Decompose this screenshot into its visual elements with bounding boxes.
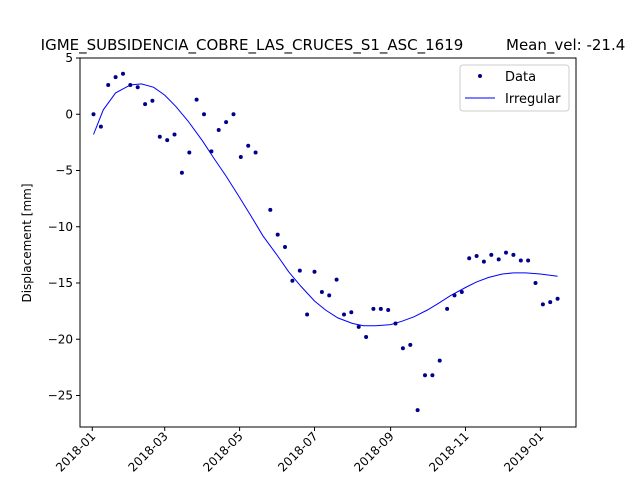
legend-box <box>459 64 570 112</box>
data-point <box>275 232 280 237</box>
data-point <box>297 268 302 273</box>
data-point <box>91 112 96 117</box>
data-point <box>128 83 133 87</box>
data-point <box>504 250 508 255</box>
chart-title: IGME_SUBSIDENCIA_COBRE_LAS_CRUCES_S1_ASC… <box>41 36 464 55</box>
data-point <box>172 132 177 137</box>
data-point <box>327 293 332 298</box>
data-point <box>143 102 148 107</box>
legend-data-marker <box>478 74 482 78</box>
data-point <box>400 346 405 351</box>
data-point <box>202 112 206 117</box>
data-point <box>209 149 214 154</box>
y-axis-ticks: 5 0 −5 −10 −15 −20 −25 <box>48 51 80 403</box>
y-tick-label: −25 <box>48 389 73 403</box>
data-point <box>555 296 560 301</box>
data-point <box>305 312 310 317</box>
y-tick-label: −5 <box>55 164 73 178</box>
data-point <box>231 112 236 117</box>
data-point <box>533 281 538 285</box>
data-point <box>194 97 199 102</box>
legend: Data Irregular <box>459 64 570 112</box>
data-point <box>518 258 523 263</box>
data-point <box>511 252 516 257</box>
data-point <box>283 245 287 249</box>
data-point <box>526 258 531 263</box>
data-point <box>378 306 383 311</box>
data-point <box>467 256 472 261</box>
data-point <box>121 71 125 76</box>
irregular-series-line <box>93 83 558 327</box>
y-tick-label: 0 <box>65 107 73 121</box>
data-point <box>238 155 243 159</box>
data-point <box>157 134 162 139</box>
data-point <box>415 408 420 413</box>
data-point <box>437 358 442 363</box>
data-point <box>150 98 155 103</box>
data-point <box>187 150 192 155</box>
data-point <box>98 124 103 129</box>
data-point <box>312 269 317 274</box>
data-point <box>268 207 273 212</box>
legend-label-data: Data <box>505 70 536 85</box>
data-point <box>319 290 324 294</box>
data-point <box>371 306 376 311</box>
legend-label-irregular: Irregular <box>505 92 561 107</box>
data-point <box>408 342 413 347</box>
data-point <box>334 277 339 282</box>
y-tick-label: −15 <box>48 276 73 290</box>
data-point <box>179 170 184 175</box>
plot-area <box>91 71 560 413</box>
data-point <box>393 321 398 326</box>
data-point <box>364 335 369 339</box>
data-point <box>135 85 140 90</box>
data-point <box>496 257 501 262</box>
data-point <box>216 128 221 132</box>
data-point <box>342 312 346 317</box>
data-point <box>356 324 361 329</box>
y-tick-label: 5 <box>65 51 73 65</box>
data-point <box>481 259 486 264</box>
data-point <box>349 310 354 315</box>
data-point <box>423 373 427 378</box>
data-point <box>224 120 229 125</box>
data-point <box>165 138 170 143</box>
data-point <box>452 293 457 298</box>
data-point <box>445 306 450 311</box>
axes-frame <box>79 57 577 428</box>
data-point <box>386 308 391 312</box>
y-axis-label: Displacement [mm] <box>20 183 34 302</box>
data-point <box>459 290 464 294</box>
chart-title-mean-velocity: Mean_vel: -21.4 <box>506 36 625 55</box>
y-tick-label: −20 <box>48 332 73 346</box>
data-point <box>474 254 479 258</box>
data-point <box>540 302 545 307</box>
data-point <box>489 252 494 257</box>
y-tick-label: −10 <box>48 220 73 234</box>
data-point <box>106 83 111 87</box>
data-point <box>113 75 118 80</box>
data-point <box>290 278 295 283</box>
data-point <box>430 373 435 378</box>
data-point <box>253 150 258 155</box>
data-point <box>246 143 251 148</box>
data-point <box>548 300 553 305</box>
